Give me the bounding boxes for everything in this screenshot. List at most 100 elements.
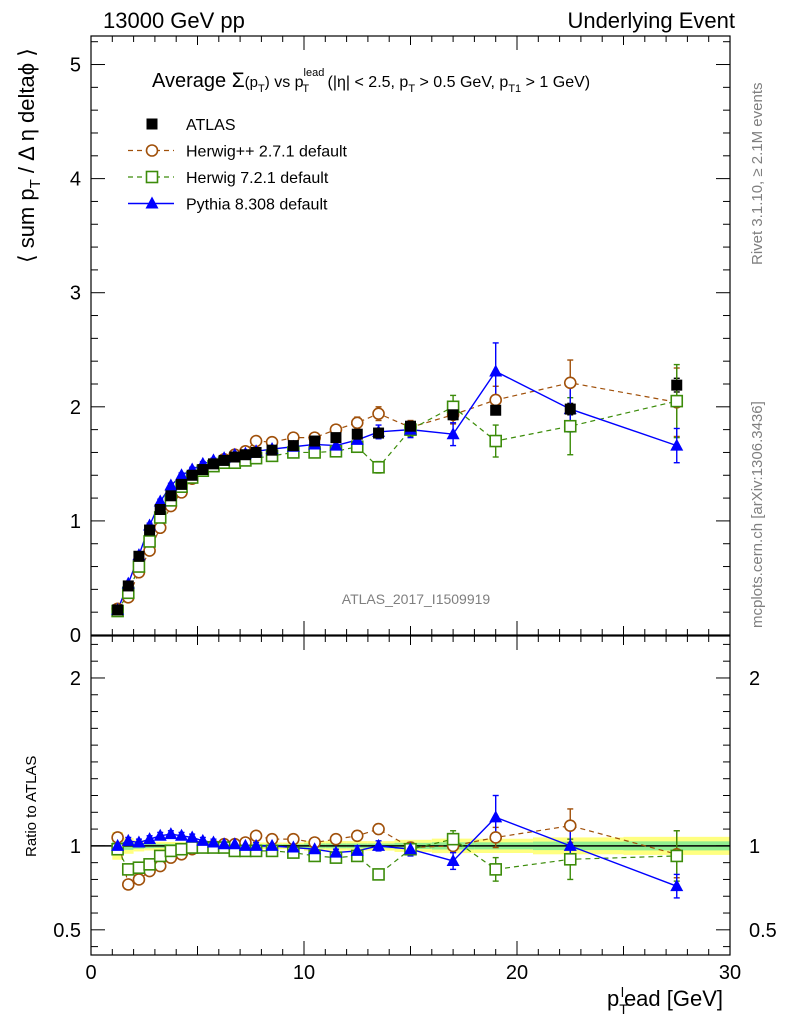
main-y-tick-label: 3 [70, 283, 81, 305]
data-point [372, 838, 386, 851]
data-point [143, 535, 156, 548]
x-tick-label: 30 [719, 962, 741, 984]
data-point [329, 845, 343, 858]
data-point [350, 416, 364, 430]
data-point [153, 521, 167, 535]
data-point [218, 454, 230, 466]
data-point [372, 460, 385, 474]
data-point [309, 435, 321, 447]
rivet-label: Rivet 3.1.10, ≥ 2.1M events [749, 83, 766, 266]
data-point [563, 419, 577, 433]
data-point [372, 868, 385, 881]
ratio-plot-data [111, 794, 684, 899]
data-point [489, 863, 503, 876]
legend-marker [145, 170, 159, 184]
axes: 0 10 20 30 0 1 2 3 4 5 0.5 0.5 1 1 2 2 [53, 36, 777, 984]
data-point [176, 478, 188, 490]
data-point [308, 842, 322, 855]
ratio-y-tick-label: 0.5 [53, 920, 81, 942]
mcplots-label: mcplots.cern.ch [arXiv:1306.3436] [749, 401, 766, 628]
data-point [671, 379, 683, 391]
data-point [133, 550, 145, 562]
data-point [329, 438, 343, 451]
main-y-tick-label: 4 [70, 169, 81, 191]
analysis-watermark: ATLAS_2017_I1509919 [342, 591, 491, 607]
data-point [175, 468, 189, 481]
data-point [404, 842, 417, 855]
ratio-panel-frame [90, 635, 731, 956]
data-point [489, 393, 503, 407]
ratio-y-tick-label-right: 1 [749, 836, 760, 858]
ratio-y-tick-label-right: 0.5 [749, 920, 777, 942]
main-plot-data [111, 342, 684, 618]
data-point [121, 878, 135, 891]
data-point [563, 819, 577, 833]
data-point [351, 428, 363, 440]
data-point [143, 832, 157, 845]
data-point [330, 432, 342, 444]
data-point [185, 830, 199, 843]
data-point [164, 844, 178, 858]
data-point [670, 394, 684, 408]
data-point [446, 427, 460, 440]
data-point [489, 810, 503, 823]
data-point [144, 524, 156, 536]
data-point [132, 861, 146, 874]
data-point [405, 420, 416, 432]
data-point [132, 560, 146, 573]
data-point [249, 838, 263, 851]
data-point [489, 831, 503, 844]
x-tick-label: 20 [506, 962, 528, 984]
data-point [563, 852, 577, 866]
ratio-y-axis-label: Ratio to ATLAS [23, 756, 40, 857]
data-point [165, 490, 177, 502]
data-point [373, 427, 385, 439]
data-point [111, 838, 125, 851]
data-point [250, 446, 262, 458]
data-point [143, 858, 156, 871]
data-point [206, 835, 220, 848]
data-point [185, 841, 199, 854]
x-tick-label: 0 [85, 962, 96, 984]
main-y-tick-label: 2 [70, 397, 81, 419]
header-right: Underlying Event [567, 8, 735, 33]
data-point [132, 835, 146, 848]
legend-label: Pythia 8.308 default [186, 197, 328, 214]
data-point [196, 833, 210, 846]
series-line [116, 370, 677, 611]
main-y-axis-label: ⟨ sum pT / Δ η deltaϕ ⟩ [14, 48, 44, 263]
data-point [239, 449, 251, 461]
data-point [122, 580, 134, 592]
data-point [207, 458, 219, 470]
data-point [329, 832, 343, 846]
data-point [372, 822, 385, 836]
data-point [350, 843, 364, 856]
data-point [153, 849, 167, 863]
data-point [238, 838, 252, 851]
data-point [229, 451, 241, 463]
legend-label: Herwig 7.2.1 default [186, 170, 329, 187]
data-point [197, 464, 209, 476]
plot-title: Average Σ(pT) vs plead T (|η| < 2.5, pT >… [152, 67, 590, 95]
data-point [446, 832, 460, 846]
x-tick-label: 10 [293, 962, 315, 984]
data-point [175, 828, 189, 841]
data-point [121, 863, 135, 876]
data-point [350, 829, 364, 843]
data-point [266, 444, 278, 456]
data-point [489, 434, 503, 448]
data-point [164, 827, 178, 840]
data-point [153, 494, 167, 507]
data-point [490, 404, 502, 416]
data-point [563, 838, 577, 851]
ratio-y-tick-label: 2 [70, 668, 81, 690]
main-y-tick-label: 5 [70, 55, 81, 77]
data-point [446, 853, 460, 866]
header-left: 13000 GeV pp [103, 8, 245, 33]
data-point [265, 838, 279, 851]
data-point [186, 469, 198, 481]
data-point [121, 833, 135, 846]
main-y-tick-label: 1 [70, 511, 81, 533]
data-point [489, 364, 503, 377]
